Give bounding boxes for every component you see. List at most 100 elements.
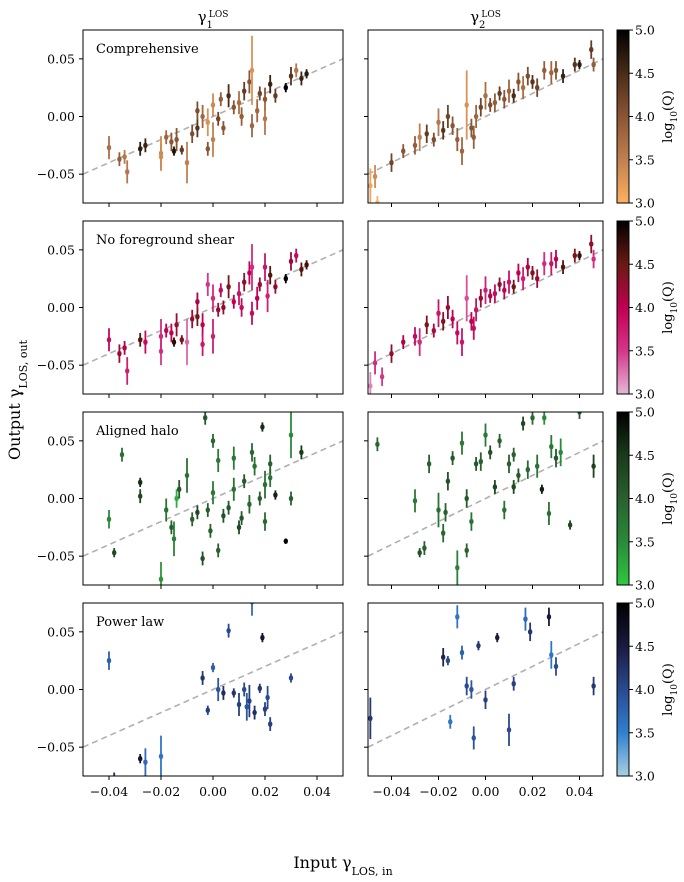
data-point xyxy=(459,339,465,345)
x-tick-label: −0.02 xyxy=(142,784,180,799)
data-point xyxy=(268,81,273,88)
data-point xyxy=(112,777,116,783)
data-point xyxy=(502,287,507,294)
colorbar-row-0: 3.0 3.5 4.0 4.5 5.0 log10(Q) xyxy=(616,23,680,211)
data-point xyxy=(368,182,373,189)
data-point xyxy=(527,629,533,635)
y-tick-label: −0.05 xyxy=(37,167,75,182)
data-point xyxy=(231,298,236,305)
data-point xyxy=(210,333,216,340)
data-point xyxy=(516,79,521,85)
data-points xyxy=(106,244,309,385)
data-point xyxy=(441,654,446,661)
data-point xyxy=(572,61,577,68)
data-point xyxy=(106,144,112,151)
data-points xyxy=(375,412,596,585)
data-point xyxy=(260,634,265,641)
data-point xyxy=(257,685,262,692)
y-tick-label: 0.05 xyxy=(47,433,75,448)
data-point xyxy=(464,547,469,554)
panel-r0-c1 xyxy=(364,29,604,207)
data-point xyxy=(205,507,210,513)
data-point xyxy=(195,298,200,305)
panel-r2-c0: −0.05 0.00 0.05 Aligned halo xyxy=(37,411,344,589)
data-point xyxy=(221,125,226,131)
data-point xyxy=(412,142,418,149)
data-point xyxy=(492,484,498,490)
y-tick-label: 0.05 xyxy=(47,624,75,639)
data-point xyxy=(106,336,112,343)
data-point xyxy=(492,99,498,106)
data-point xyxy=(179,336,184,343)
data-point xyxy=(262,518,268,525)
y-tick-label: 0.00 xyxy=(47,682,75,697)
y-tick-label: −0.05 xyxy=(37,740,75,755)
colorbar-tick-label: 4.0 xyxy=(635,682,655,697)
data-point xyxy=(549,69,554,76)
y-tick-label: 0.00 xyxy=(47,491,75,506)
panel-r3-c1: −0.04 −0.02 0.00 0.02 0.04 xyxy=(364,602,604,799)
colorbar-tick-label: 3.0 xyxy=(635,578,655,593)
data-point xyxy=(200,675,205,681)
data-point xyxy=(265,694,270,701)
data-point xyxy=(122,345,127,351)
data-point xyxy=(249,310,255,317)
data-point xyxy=(174,136,179,143)
data-point xyxy=(560,264,566,270)
data-point xyxy=(171,339,177,345)
data-point xyxy=(247,501,252,508)
data-point xyxy=(445,113,451,120)
data-point xyxy=(495,634,500,641)
colorbar-tick-label: 4.5 xyxy=(635,639,655,654)
data-point xyxy=(455,614,460,620)
data-point xyxy=(262,706,268,712)
data-point xyxy=(459,649,465,656)
data-point xyxy=(226,627,231,634)
data-point xyxy=(506,88,512,94)
data-point xyxy=(268,461,273,467)
data-point xyxy=(591,61,596,68)
x-tick-label: −0.04 xyxy=(90,784,128,799)
data-point xyxy=(375,200,380,203)
data-point xyxy=(577,252,582,259)
data-point xyxy=(506,727,512,733)
data-point xyxy=(502,96,507,102)
data-point xyxy=(372,360,378,366)
data-point xyxy=(184,472,190,479)
data-point xyxy=(459,148,465,154)
data-point xyxy=(252,709,257,716)
x-tick-label: 0.04 xyxy=(303,784,331,799)
data-point xyxy=(158,753,164,760)
data-point xyxy=(262,116,268,122)
data-point xyxy=(591,683,596,689)
data-point xyxy=(412,498,418,504)
data-point xyxy=(553,256,559,262)
colorbar-tick-label: 3.5 xyxy=(635,343,655,358)
data-point xyxy=(255,107,260,114)
data-point xyxy=(164,507,169,513)
data-point xyxy=(205,707,210,714)
data-point xyxy=(216,686,221,693)
data-point xyxy=(242,686,247,693)
data-point xyxy=(288,73,294,79)
data-point xyxy=(389,159,394,166)
data-point xyxy=(138,145,143,152)
data-point xyxy=(138,755,143,762)
data-point xyxy=(273,492,278,498)
data-point xyxy=(478,458,483,465)
data-point xyxy=(231,486,236,493)
row-label: Comprehensive xyxy=(96,42,199,57)
data-point xyxy=(236,524,242,531)
colorbar-tick-label: 5.0 xyxy=(635,214,655,229)
data-point xyxy=(488,293,493,299)
colorbar-tick-label: 4.5 xyxy=(635,257,655,272)
colorbar-tick-label: 3.0 xyxy=(635,196,655,211)
data-point xyxy=(239,515,244,521)
data-point xyxy=(195,107,200,114)
data-point xyxy=(190,316,195,322)
data-point xyxy=(210,102,216,108)
data-point xyxy=(218,287,223,294)
x-tick-label: −0.02 xyxy=(419,784,457,799)
data-point xyxy=(242,478,247,485)
data-points xyxy=(368,40,596,203)
